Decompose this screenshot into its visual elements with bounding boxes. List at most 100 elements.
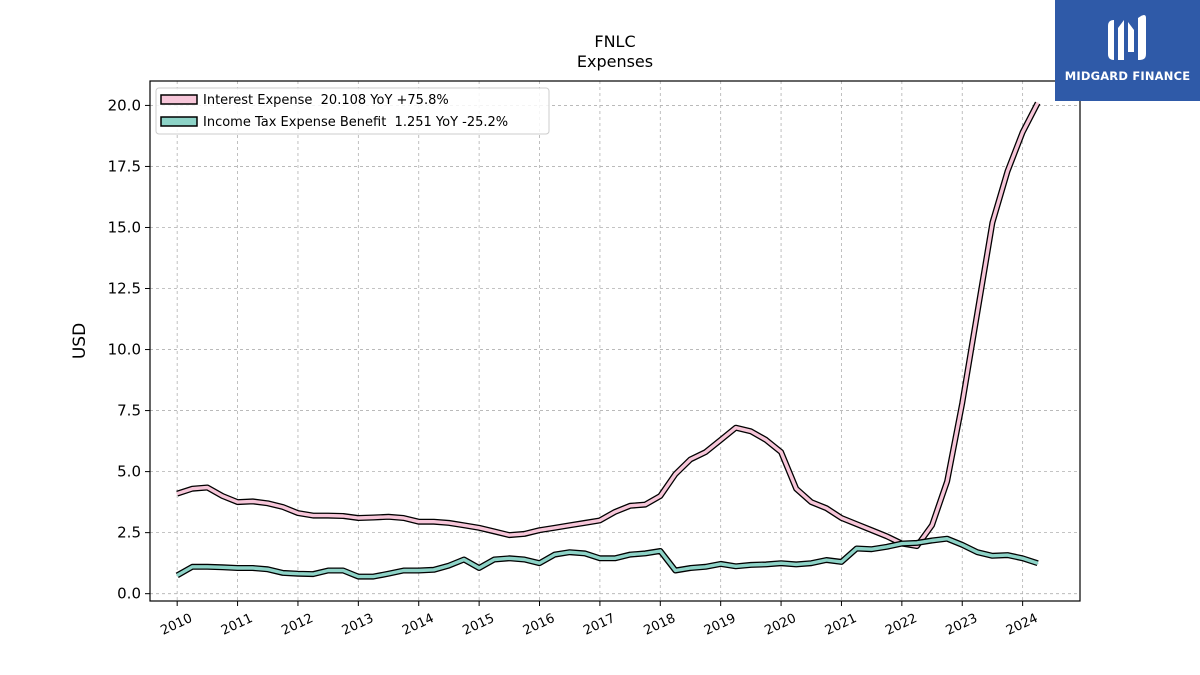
data-point-income-tax-expense-benefit — [448, 564, 450, 567]
data-point-interest-expense — [750, 430, 752, 433]
data-point-income-tax-expense-benefit — [191, 566, 194, 568]
data-point-income-tax-expense-benefit — [840, 561, 843, 563]
chart-subtitle: Expenses — [577, 52, 653, 71]
legend-label-interest-expense: Interest Expense 20.108 YoY +75.8% — [203, 93, 449, 108]
data-point-interest-expense — [659, 495, 662, 497]
data-point-income-tax-expense-benefit — [704, 566, 707, 568]
data-point-interest-expense — [584, 522, 586, 524]
data-point-income-tax-expense-benefit — [372, 575, 375, 578]
data-point-interest-expense — [493, 530, 496, 533]
data-point-interest-expense — [976, 312, 979, 314]
y-tick-label: 20.0 — [108, 96, 141, 114]
data-point-income-tax-expense-benefit — [946, 537, 948, 540]
data-point-income-tax-expense-benefit — [508, 557, 511, 560]
grid-lines — [150, 81, 1080, 601]
data-point-interest-expense — [538, 529, 541, 531]
data-point-income-tax-expense-benefit — [916, 542, 918, 544]
data-point-interest-expense — [282, 506, 284, 508]
data-point-interest-expense — [508, 534, 511, 536]
legend-swatch-income-tax — [160, 116, 198, 127]
data-point-interest-expense — [267, 502, 269, 505]
data-point-income-tax-expense-benefit — [267, 568, 269, 571]
data-point-income-tax-expense-benefit — [493, 558, 496, 561]
data-point-income-tax-expense-benefit — [402, 569, 405, 572]
series-outline-interest-expense — [176, 101, 1041, 550]
data-point-interest-expense — [206, 486, 209, 489]
data-point-interest-expense — [342, 515, 345, 517]
y-tick-label: 15.0 — [108, 218, 141, 236]
data-point-interest-expense — [478, 527, 480, 529]
data-point-interest-expense — [568, 524, 571, 527]
data-point-interest-expense — [523, 533, 526, 535]
data-point-interest-expense — [402, 517, 405, 519]
data-point-interest-expense — [236, 501, 239, 503]
data-point-income-tax-expense-benefit — [750, 564, 752, 566]
y-tick-label: 10.0 — [108, 341, 141, 359]
data-point-income-tax-expense-benefit — [689, 567, 692, 569]
data-point-interest-expense — [417, 520, 420, 523]
midgard-logo-icon — [1108, 15, 1146, 60]
data-point-income-tax-expense-benefit — [1006, 554, 1009, 556]
data-point-income-tax-expense-benefit — [553, 553, 556, 556]
series-line-interest-expense — [176, 102, 1040, 548]
data-point-interest-expense — [191, 487, 194, 490]
data-point-interest-expense — [931, 524, 933, 527]
data-point-interest-expense — [689, 458, 692, 461]
data-point-income-tax-expense-benefit — [825, 559, 828, 561]
y-tick-label: 2.5 — [117, 524, 141, 542]
data-point-income-tax-expense-benefit — [976, 551, 979, 553]
series-line-income-tax-expense-benefit — [176, 537, 1039, 579]
data-point-income-tax-expense-benefit — [221, 566, 224, 569]
data-point-income-tax-expense-benefit — [297, 572, 299, 575]
data-point-income-tax-expense-benefit — [312, 573, 314, 575]
data-point-income-tax-expense-benefit — [327, 569, 329, 572]
data-point-income-tax-expense-benefit — [523, 558, 526, 561]
y-axis-label: USD — [70, 323, 90, 359]
data-point-interest-expense — [855, 523, 858, 525]
data-point-income-tax-expense-benefit — [991, 555, 994, 557]
data-point-income-tax-expense-benefit — [719, 563, 722, 565]
legend-box — [155, 87, 550, 135]
data-point-interest-expense — [870, 529, 873, 531]
data-point-interest-expense — [372, 516, 375, 519]
data-point-interest-expense — [297, 512, 299, 514]
x-tick-label: 2018 — [642, 611, 678, 639]
chart-title: FNLC — [594, 32, 635, 51]
data-point-income-tax-expense-benefit — [1021, 557, 1024, 560]
x-tick-label: 2015 — [460, 611, 496, 639]
data-point-interest-expense — [327, 514, 329, 517]
data-point-interest-expense — [886, 535, 888, 538]
data-point-interest-expense — [825, 507, 828, 510]
data-point-interest-expense — [765, 439, 767, 441]
x-tick-label: 2016 — [521, 611, 557, 639]
data-point-interest-expense — [810, 501, 813, 503]
legend-label-income-tax: Income Tax Expense Benefit 1.251 YoY -25… — [203, 115, 508, 130]
data-point-income-tax-expense-benefit — [176, 574, 178, 577]
x-tick-label: 2010 — [159, 611, 195, 639]
data-point-interest-expense — [312, 514, 314, 517]
data-point-income-tax-expense-benefit — [387, 572, 390, 575]
data-point-income-tax-expense-benefit — [206, 566, 209, 568]
data-point-interest-expense — [357, 517, 360, 519]
midgard-finance-logo: MIDGARD FINANCE — [1055, 0, 1200, 101]
data-point-interest-expense — [1006, 170, 1009, 173]
y-axis: 0.0 2.5 5.0 7.5 10.0 12.5 15.0 17.5 20.0 — [108, 96, 150, 603]
data-point-income-tax-expense-benefit — [870, 548, 873, 550]
data-point-income-tax-expense-benefit — [780, 562, 782, 564]
data-point-interest-expense — [840, 517, 843, 519]
data-point-income-tax-expense-benefit — [659, 550, 662, 552]
legend-swatch-interest-expense — [160, 94, 198, 105]
data-point-income-tax-expense-benefit — [282, 572, 284, 574]
data-point-interest-expense — [1036, 102, 1039, 104]
data-point-income-tax-expense-benefit — [644, 552, 646, 555]
data-point-income-tax-expense-benefit — [417, 569, 420, 572]
data-point-income-tax-expense-benefit — [614, 557, 616, 560]
data-point-income-tax-expense-benefit — [1036, 562, 1039, 564]
x-tick-label: 2013 — [340, 611, 376, 639]
logo-text: MIDGARD FINANCE — [1064, 69, 1191, 83]
data-point-interest-expense — [433, 520, 435, 523]
x-tick-label: 2011 — [219, 611, 255, 639]
data-point-interest-expense — [251, 500, 254, 503]
data-point-interest-expense — [553, 527, 556, 529]
series-layer — [175, 101, 1041, 580]
